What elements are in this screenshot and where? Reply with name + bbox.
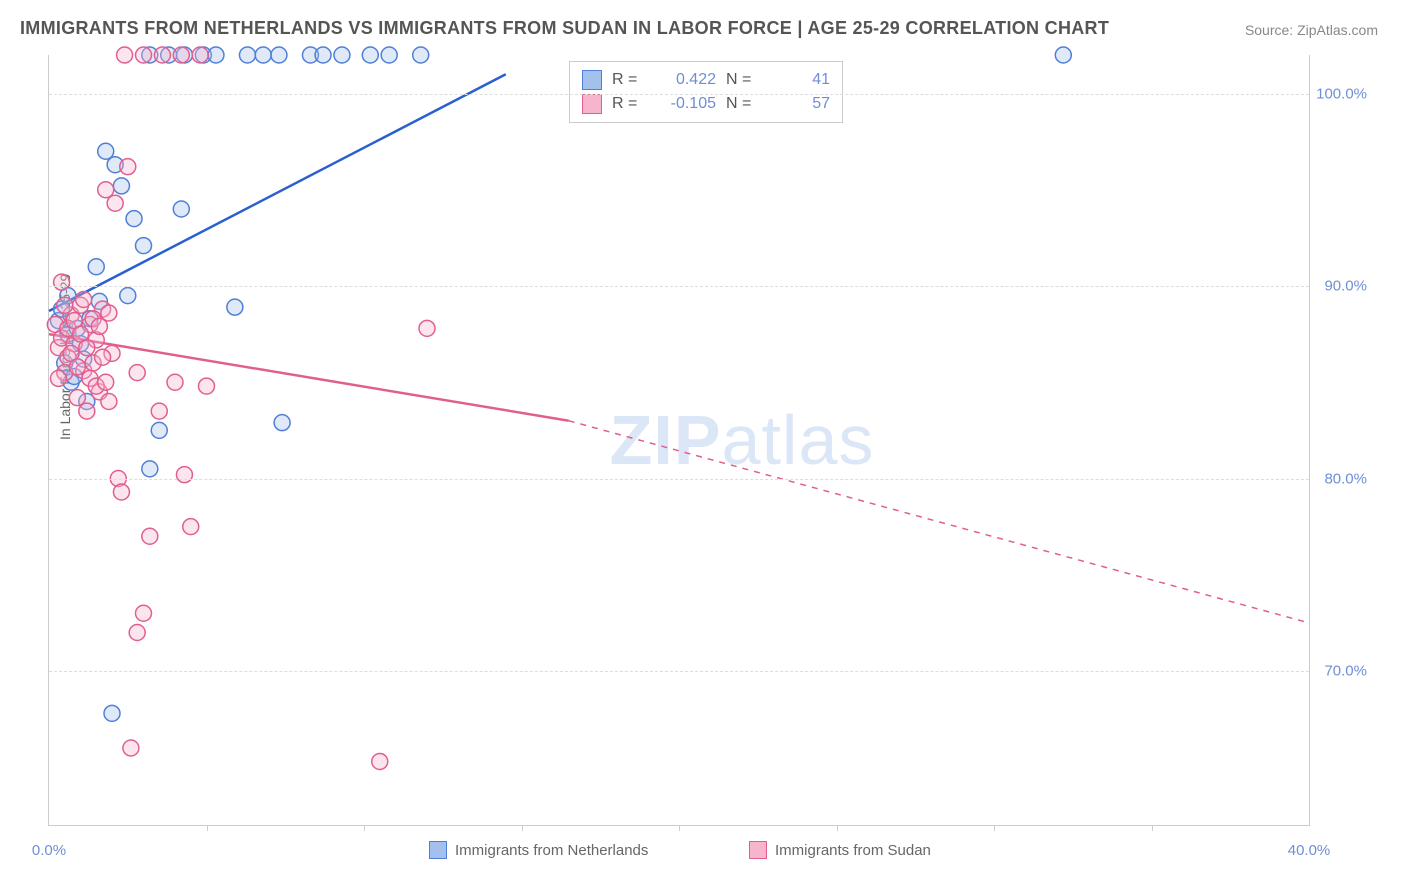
scatter-point bbox=[101, 305, 117, 321]
scatter-point bbox=[173, 201, 189, 217]
plot-area: In Labor Force | Age 25-29 ZIPatlas R =0… bbox=[48, 55, 1310, 826]
scatter-point bbox=[101, 394, 117, 410]
scatter-point bbox=[334, 47, 350, 63]
legend-2: Immigrants from Sudan bbox=[749, 841, 931, 859]
stat-r-label: R = bbox=[612, 95, 646, 113]
x-tick-label-max: 40.0% bbox=[1288, 842, 1331, 859]
stat-row: R = -0.105 N = 57 bbox=[582, 92, 830, 116]
x-tick-label-min: 0.0% bbox=[32, 842, 66, 859]
regression-line-dashed bbox=[569, 421, 1309, 623]
scatter-point bbox=[98, 182, 114, 198]
scatter-point bbox=[107, 195, 123, 211]
scatter-point bbox=[183, 519, 199, 535]
scatter-point bbox=[69, 390, 85, 406]
scatter-point bbox=[117, 47, 133, 63]
legend-label-2: Immigrants from Sudan bbox=[775, 842, 931, 859]
scatter-point bbox=[129, 365, 145, 381]
scatter-point bbox=[113, 484, 129, 500]
scatter-point bbox=[95, 349, 111, 365]
scatter-point bbox=[88, 259, 104, 275]
scatter-point bbox=[50, 370, 66, 386]
scatter-point bbox=[126, 211, 142, 227]
scatter-point bbox=[129, 625, 145, 641]
scatter-point bbox=[91, 318, 107, 334]
scatter-point bbox=[120, 159, 136, 175]
scatter-point bbox=[142, 461, 158, 477]
x-tick-mark bbox=[522, 825, 523, 831]
scatter-point bbox=[136, 605, 152, 621]
y-tick-label: 70.0% bbox=[1324, 663, 1367, 680]
source-attribution: Source: ZipAtlas.com bbox=[1245, 22, 1378, 38]
scatter-point bbox=[419, 320, 435, 336]
correlation-stats-box: R = 0.422 N = 41 R = -0.105 N = 57 bbox=[569, 61, 843, 123]
y-tick-label: 100.0% bbox=[1316, 85, 1367, 102]
scatter-point bbox=[98, 143, 114, 159]
legend-swatch-1 bbox=[429, 841, 447, 859]
stat-n-value: 41 bbox=[770, 71, 830, 89]
stat-r-label: R = bbox=[612, 71, 646, 89]
scatter-point bbox=[120, 288, 136, 304]
scatter-point bbox=[274, 415, 290, 431]
scatter-point bbox=[57, 297, 73, 313]
scatter-point bbox=[123, 740, 139, 756]
scatter-point bbox=[76, 291, 92, 307]
scatter-point bbox=[227, 299, 243, 315]
stat-r-value: 0.422 bbox=[656, 71, 716, 89]
scatter-point bbox=[167, 374, 183, 390]
scatter-point bbox=[173, 47, 189, 63]
scatter-point bbox=[208, 47, 224, 63]
x-tick-mark bbox=[679, 825, 680, 831]
scatter-point bbox=[315, 47, 331, 63]
y-tick-label: 90.0% bbox=[1324, 278, 1367, 295]
stat-row: R = 0.422 N = 41 bbox=[582, 68, 830, 92]
stat-r-value: -0.105 bbox=[656, 95, 716, 113]
stat-n-label: N = bbox=[726, 71, 760, 89]
scatter-point bbox=[151, 422, 167, 438]
gridline-h bbox=[49, 479, 1309, 480]
stat-n-label: N = bbox=[726, 95, 760, 113]
x-tick-mark bbox=[207, 825, 208, 831]
gridline-h bbox=[49, 671, 1309, 672]
gridline-h bbox=[49, 286, 1309, 287]
x-tick-mark bbox=[1152, 825, 1153, 831]
chart-container: IMMIGRANTS FROM NETHERLANDS VS IMMIGRANT… bbox=[0, 0, 1406, 892]
stat-swatch bbox=[582, 94, 602, 114]
stat-n-value: 57 bbox=[770, 95, 830, 113]
scatter-point bbox=[136, 47, 152, 63]
x-tick-mark bbox=[364, 825, 365, 831]
scatter-point bbox=[79, 403, 95, 419]
regression-line-solid bbox=[49, 334, 569, 421]
scatter-point bbox=[54, 274, 70, 290]
legend-1: Immigrants from Netherlands bbox=[429, 841, 648, 859]
scatter-point bbox=[79, 340, 95, 356]
scatter-point bbox=[154, 47, 170, 63]
scatter-point bbox=[362, 47, 378, 63]
scatter-point bbox=[239, 47, 255, 63]
scatter-point bbox=[381, 47, 397, 63]
x-tick-mark bbox=[837, 825, 838, 831]
chart-title: IMMIGRANTS FROM NETHERLANDS VS IMMIGRANT… bbox=[20, 18, 1109, 39]
gridline-h bbox=[49, 94, 1309, 95]
legend-label-1: Immigrants from Netherlands bbox=[455, 842, 648, 859]
stat-swatch bbox=[582, 70, 602, 90]
scatter-point bbox=[271, 47, 287, 63]
scatter-point bbox=[104, 705, 120, 721]
scatter-point bbox=[413, 47, 429, 63]
scatter-point bbox=[113, 178, 129, 194]
scatter-point bbox=[98, 374, 114, 390]
plot-svg bbox=[49, 55, 1309, 825]
scatter-point bbox=[136, 238, 152, 254]
legend-swatch-2 bbox=[749, 841, 767, 859]
scatter-point bbox=[255, 47, 271, 63]
scatter-point bbox=[69, 359, 85, 375]
scatter-point bbox=[199, 378, 215, 394]
x-tick-mark bbox=[994, 825, 995, 831]
scatter-point bbox=[192, 47, 208, 63]
scatter-point bbox=[372, 753, 388, 769]
y-tick-label: 80.0% bbox=[1324, 470, 1367, 487]
scatter-point bbox=[142, 528, 158, 544]
scatter-point bbox=[176, 467, 192, 483]
scatter-point bbox=[1055, 47, 1071, 63]
scatter-point bbox=[151, 403, 167, 419]
